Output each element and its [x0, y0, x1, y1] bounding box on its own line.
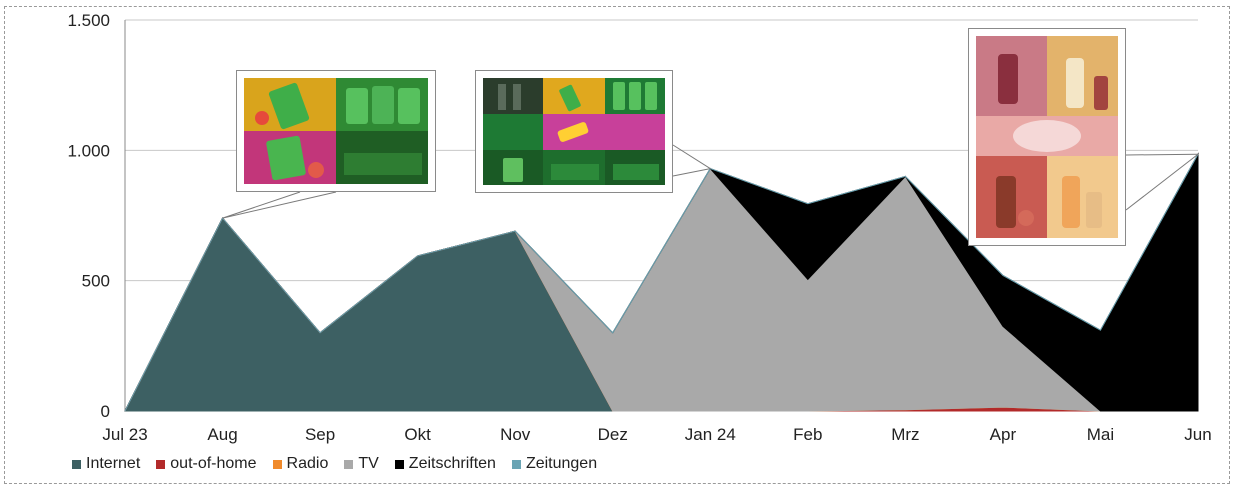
- legend-swatch: [511, 459, 521, 469]
- legend-label: Zeitungen: [525, 455, 598, 472]
- legend-item-radio: Radio: [272, 455, 329, 473]
- callout-line: [222, 191, 301, 219]
- x-tick-label: Mai: [1087, 425, 1114, 444]
- legend-label: out-of-home: [170, 455, 257, 472]
- legend-swatch: [394, 459, 404, 469]
- x-tick-label: Sep: [305, 425, 335, 444]
- legend-label: TV: [358, 455, 379, 472]
- callout-line: [222, 191, 337, 219]
- legend-swatch: [272, 459, 282, 469]
- x-tick-label: Feb: [793, 425, 822, 444]
- legend: Internet out-of-home Radio TV Zeitschrif…: [72, 455, 597, 473]
- y-tick-label: 1.000: [67, 141, 110, 160]
- x-tick-label: Aug: [207, 425, 237, 444]
- x-tick-label: Jun: [1184, 425, 1211, 444]
- x-tick-label: Okt: [404, 425, 431, 444]
- callout-lines: [222, 144, 1199, 219]
- legend-item-out-of-home: out-of-home: [156, 455, 257, 473]
- x-tick-label: Apr: [990, 425, 1017, 444]
- y-tick-label: 500: [82, 272, 110, 291]
- x-axis-ticks: Jul 23 Aug Sep Okt Nov Dez Jan 24 Feb Mrz Apr Mai J…: [102, 425, 1211, 444]
- legend-item-internet: Internet: [72, 455, 140, 473]
- y-tick-label: 0: [101, 402, 110, 421]
- ad-thumbnail-aug: [236, 70, 436, 192]
- x-tick-label: Jan 24: [685, 425, 736, 444]
- legend-swatch: [72, 459, 81, 469]
- x-tick-label: Nov: [500, 425, 531, 444]
- chart-frame: [4, 6, 1230, 484]
- callout-line: [672, 168, 711, 177]
- x-tick-label: Jul 23: [102, 425, 147, 444]
- legend-label: Internet: [86, 455, 141, 472]
- legend-item-zeitschriften: Zeitschriften: [394, 455, 496, 473]
- ad-thumbnail-jan: [475, 70, 673, 193]
- legend-swatch: [156, 459, 166, 469]
- x-tick-label: Mrz: [891, 425, 919, 444]
- callout-line: [1125, 153, 1199, 211]
- legend-label: Radio: [286, 455, 329, 472]
- legend-item-tv: TV: [344, 455, 379, 473]
- stacked-areas: [124, 152, 1199, 412]
- callout-line: [1125, 153, 1199, 156]
- legend-label: Zeitschriften: [408, 455, 496, 472]
- y-axis-ticks: 0 500 1.000 1.500: [67, 11, 110, 421]
- x-tick-label: Dez: [598, 425, 628, 444]
- y-tick-label: 1.500: [67, 11, 110, 30]
- legend-item-zeitungen: Zeitungen: [511, 455, 598, 473]
- ad-thumbnail-jun: [968, 28, 1126, 246]
- callout-line: [672, 144, 711, 170]
- legend-swatch: [344, 459, 354, 469]
